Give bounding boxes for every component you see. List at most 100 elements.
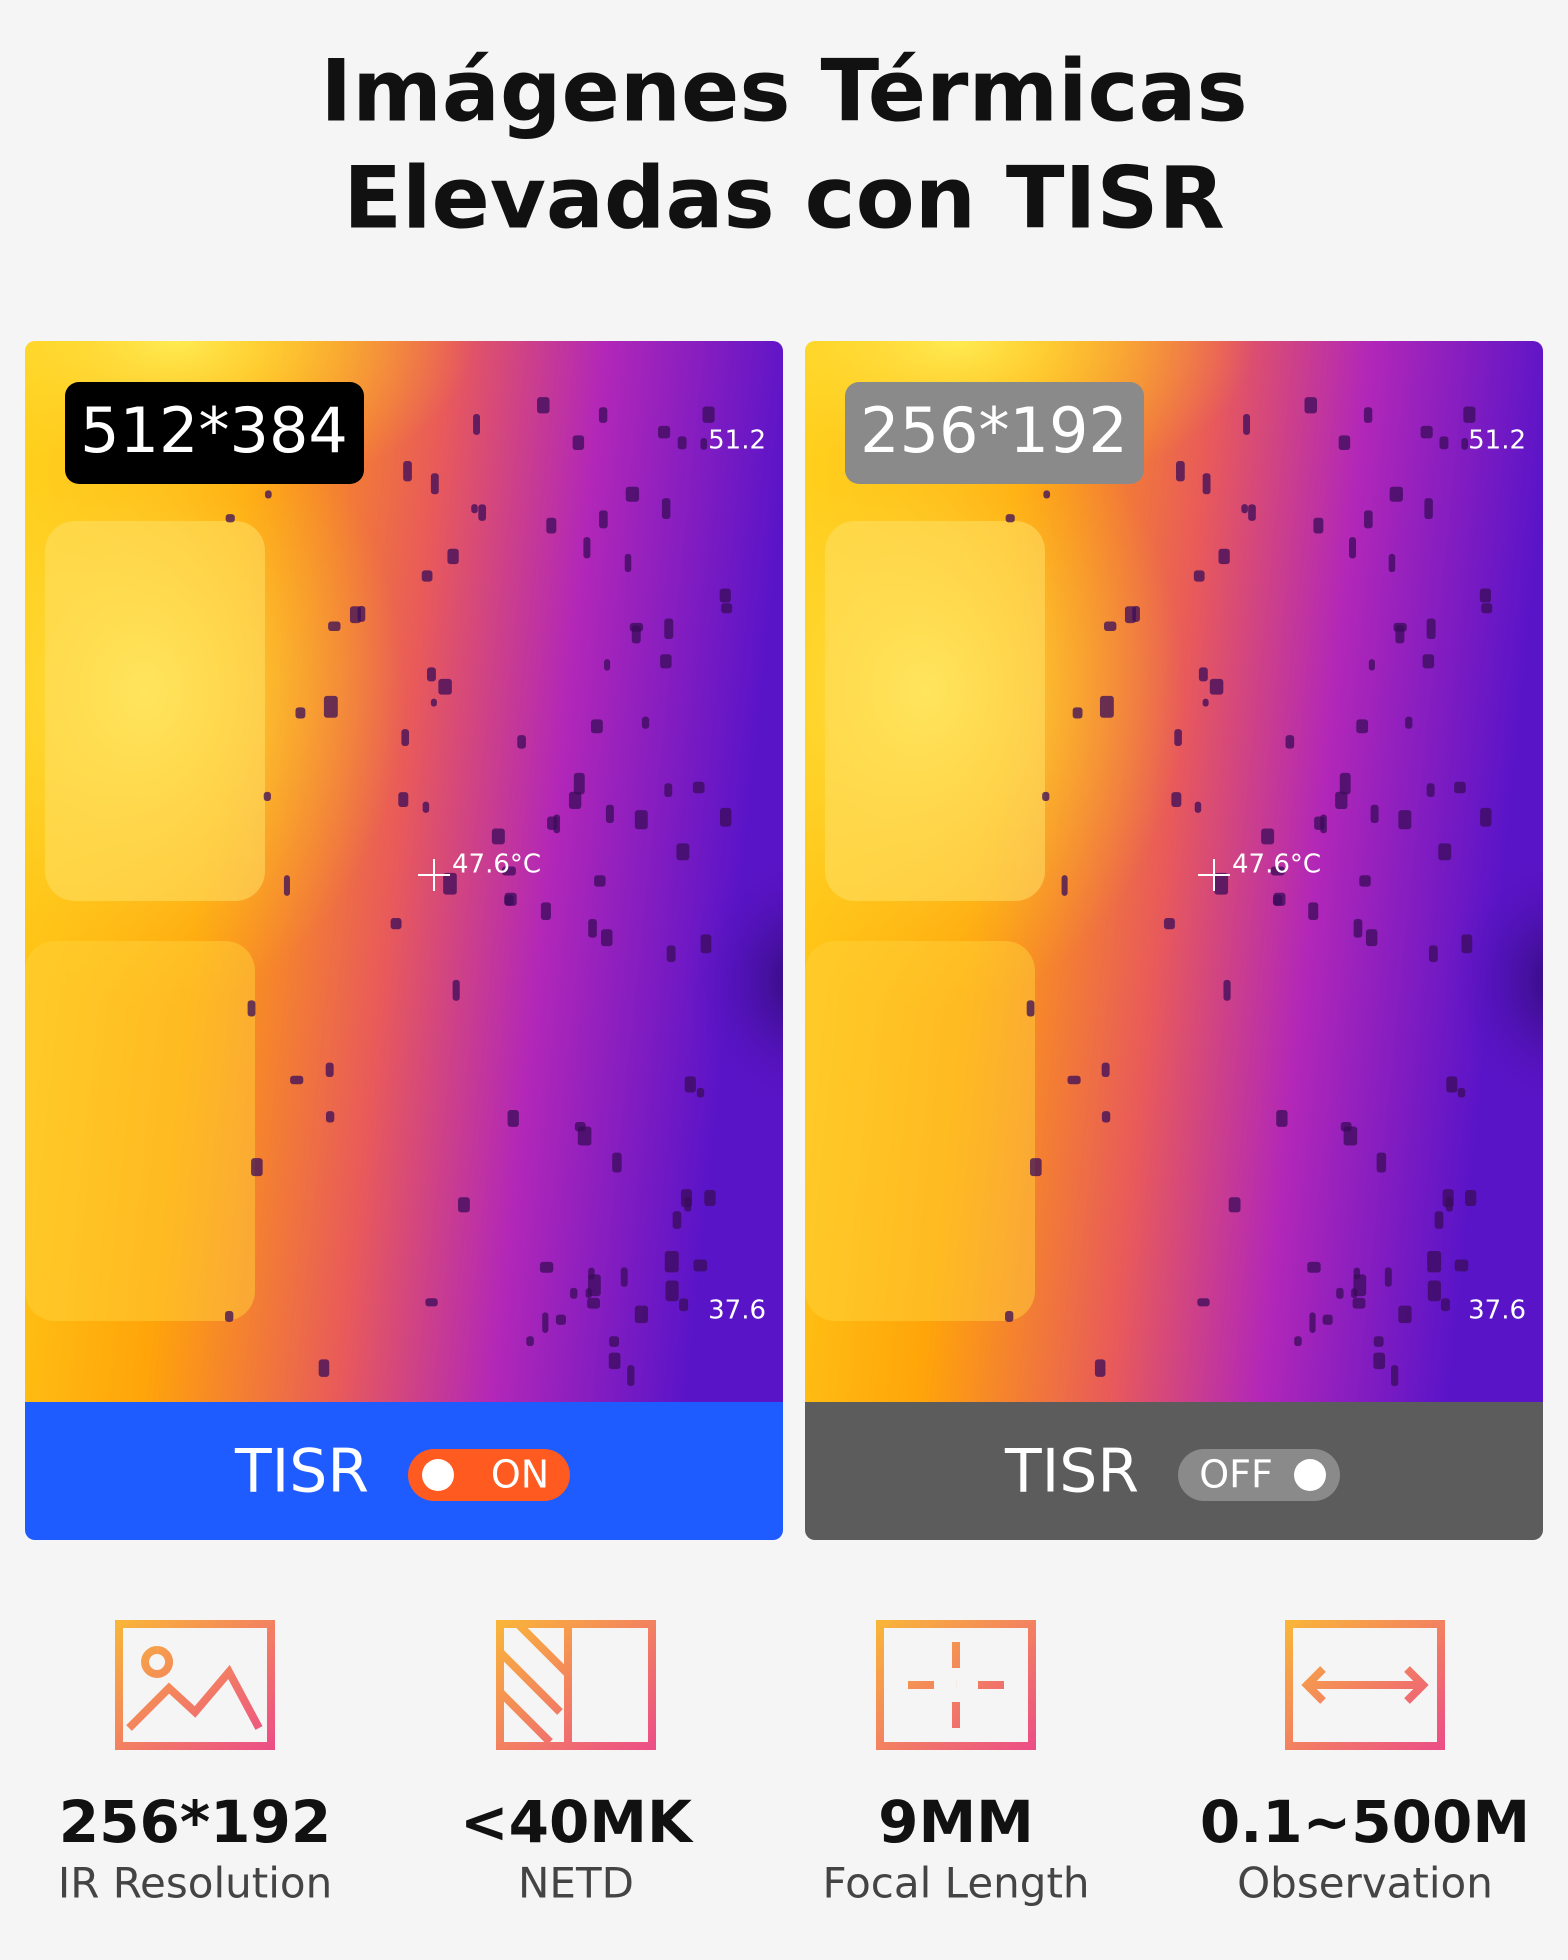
component-dot: [1174, 729, 1182, 747]
component-dot: [1261, 828, 1275, 845]
component-dot: [438, 678, 452, 695]
component-dot: [1457, 1087, 1466, 1098]
component-dot: [1202, 698, 1209, 707]
component-dot: [1338, 435, 1351, 450]
thermal-panel: 256*192 51.2 37.6 47.6°C TISR OFF: [805, 341, 1543, 1540]
component-dot: [634, 1305, 649, 1324]
component-dot: [1349, 537, 1357, 559]
cold-area: [683, 841, 783, 1121]
component-dot: [1340, 1121, 1352, 1132]
min-temp: 37.6: [1468, 1296, 1526, 1326]
component-dot: [1373, 1336, 1384, 1347]
component-dot: [1223, 979, 1231, 1001]
component-dot: [507, 1109, 519, 1127]
component-dot: [583, 537, 591, 559]
component-dot: [1398, 810, 1412, 830]
component-dot: [390, 917, 402, 930]
spot-temp: 47.6°C: [1232, 850, 1321, 880]
spec-label: Observation: [1237, 1859, 1493, 1908]
component-dot: [1061, 875, 1068, 896]
crosshair: [1198, 859, 1230, 891]
component-dot: [1356, 719, 1369, 734]
component-dot: [1101, 1062, 1110, 1078]
component-dot: [1285, 735, 1295, 749]
component-dot: [542, 1312, 549, 1333]
component-dot: [1426, 618, 1436, 640]
component-dot: [430, 698, 437, 707]
component-dot: [572, 435, 585, 450]
component-dot: [570, 1287, 578, 1299]
bottom-bar: [25, 1402, 783, 1540]
component-dot: [1364, 510, 1373, 529]
component-dot: [1313, 517, 1324, 534]
component-dot: [1314, 816, 1325, 830]
component-dot: [1454, 1259, 1469, 1272]
component-dot: [1042, 791, 1050, 801]
component-dot: [664, 618, 674, 640]
bottom-bar: [805, 1402, 1543, 1540]
component-dot: [430, 473, 439, 495]
spec-icon: [496, 1620, 656, 1750]
component-dot: [491, 828, 505, 845]
component-dot: [672, 1211, 682, 1229]
component-dot: [473, 414, 480, 435]
component-dot: [1481, 603, 1493, 614]
component-dot: [1427, 1250, 1442, 1273]
component: [805, 941, 1035, 1321]
component-dot: [1368, 659, 1375, 671]
component-dot: [547, 816, 558, 830]
component-dot: [546, 517, 557, 534]
component-dot: [447, 548, 459, 565]
component-dot: [1363, 407, 1373, 423]
component-dot: [1446, 1076, 1458, 1093]
component-dot: [247, 1000, 256, 1017]
component-dot: [657, 425, 671, 439]
max-temp: 51.2: [708, 426, 766, 456]
component-dot: [1335, 791, 1348, 810]
component-dot: [478, 504, 487, 521]
component-dot: [1461, 934, 1473, 954]
component-dot: [608, 1352, 621, 1370]
component-dot: [1465, 1189, 1477, 1206]
component-dot: [539, 1261, 554, 1273]
spec-value: <40MK: [460, 1788, 694, 1856]
component-dot: [1308, 902, 1319, 921]
component-dot: [425, 1298, 438, 1307]
component-dot: [452, 979, 460, 1001]
resolution-badge: [65, 382, 364, 484]
component-dot: [1307, 1261, 1321, 1273]
resolution-label: 512*384: [80, 394, 348, 467]
component-dot: [398, 792, 409, 808]
component-dot: [1276, 1109, 1288, 1127]
component-dot: [325, 1111, 335, 1123]
spot-temp: 47.6°C: [452, 850, 541, 880]
component-dot: [605, 804, 614, 823]
spec-icon: [876, 1620, 1036, 1750]
spec-icon: [115, 1620, 275, 1750]
component-dot: [1171, 792, 1182, 808]
component-dot: [225, 514, 235, 523]
spec-label: Focal Length: [822, 1859, 1089, 1908]
component-dot: [422, 801, 430, 813]
component-dot: [677, 436, 687, 450]
component-dot: [325, 1062, 334, 1078]
component-dot: [1442, 1189, 1454, 1208]
component-dot: [1373, 1352, 1386, 1370]
component-dot: [1202, 473, 1211, 495]
component-dot: [664, 783, 673, 797]
component-dot: [1214, 872, 1229, 895]
component-dot: [680, 1189, 693, 1208]
component-dot: [1209, 678, 1224, 695]
component-dot: [328, 621, 341, 632]
component-dot: [349, 606, 361, 624]
component-dot: [1463, 406, 1476, 423]
component-dot: [323, 695, 338, 718]
component-dot: [587, 1297, 600, 1309]
component-dot: [1424, 498, 1433, 519]
component-dot: [1428, 945, 1438, 963]
component-dot: [684, 1076, 696, 1093]
component-dot: [599, 510, 608, 529]
component-dot: [612, 1152, 622, 1173]
